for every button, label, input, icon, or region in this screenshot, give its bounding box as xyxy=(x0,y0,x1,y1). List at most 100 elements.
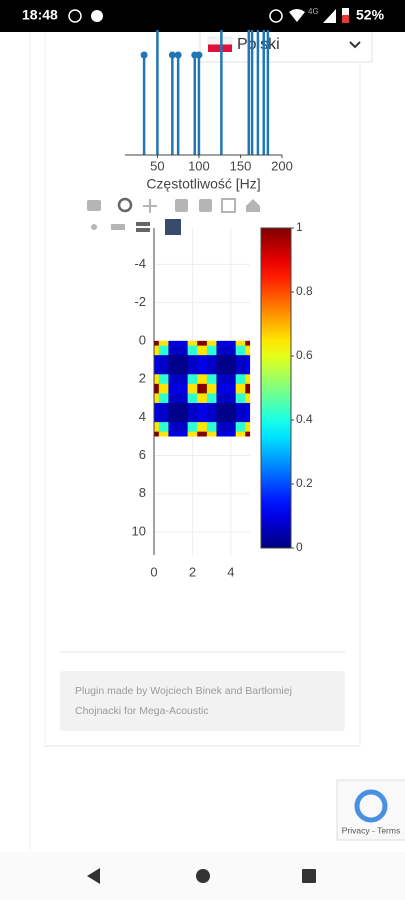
zoom-in-icon[interactable] xyxy=(175,199,188,212)
heat-cell xyxy=(245,412,251,423)
heat-cell xyxy=(245,383,251,394)
heat-cell xyxy=(154,340,160,347)
stem-marker xyxy=(174,51,182,59)
nav-home[interactable] xyxy=(196,869,210,883)
heat-cell xyxy=(235,402,246,414)
y-tick-label: 0 xyxy=(139,332,146,347)
heat-cell xyxy=(168,393,179,404)
heat-cell xyxy=(158,393,169,404)
heat-cell xyxy=(154,355,160,366)
heat-cell xyxy=(154,431,160,437)
heat-cell xyxy=(235,340,246,347)
heat-cell xyxy=(235,393,246,404)
heat-cell xyxy=(216,374,227,385)
heat-cell xyxy=(158,355,169,366)
nav-recents[interactable] xyxy=(302,869,316,883)
heat-cell xyxy=(226,374,237,385)
heat-cell xyxy=(245,345,251,356)
heat-cell xyxy=(216,412,227,423)
heat-cell xyxy=(235,383,246,394)
heat-cell xyxy=(178,422,189,433)
heat-cell xyxy=(235,422,246,433)
heat-cell xyxy=(206,412,217,423)
whatsapp-icon xyxy=(68,9,82,23)
heat-cell xyxy=(197,364,208,375)
heat-cell xyxy=(197,412,208,423)
pan-icon[interactable] xyxy=(143,199,157,213)
heat-cell xyxy=(168,422,179,433)
footer-text: Plugin made by Wojciech Binek and Bartło… xyxy=(75,685,292,717)
heat-cell xyxy=(187,393,198,404)
heat-cell xyxy=(197,422,208,433)
x-tick-label: 150 xyxy=(230,158,252,173)
colorbar-tick-label: 0.6 xyxy=(296,348,313,362)
zoom-icon[interactable] xyxy=(117,197,133,213)
heat-cell xyxy=(168,345,179,356)
battery-text: 52% xyxy=(356,7,385,23)
heat-cell xyxy=(206,340,217,347)
x-tick-label: 200 xyxy=(271,158,293,173)
heat-cell xyxy=(187,345,198,356)
heat-cell xyxy=(216,431,227,437)
heat-cell xyxy=(206,431,217,437)
heat-cell xyxy=(168,355,179,366)
colorbar-tick-label: 0 xyxy=(296,540,303,554)
heat-cell xyxy=(158,412,169,423)
y-tick-label: 4 xyxy=(139,409,146,424)
heat-cell xyxy=(178,402,189,414)
heat-cell xyxy=(206,422,217,433)
heat-cell xyxy=(245,340,251,347)
chevron[interactable] xyxy=(349,41,361,49)
camera-icon[interactable] xyxy=(87,200,101,211)
compare-icon[interactable] xyxy=(136,222,150,232)
zoom-out-icon[interactable] xyxy=(199,199,212,212)
heat-cell xyxy=(178,355,189,366)
heat-cell xyxy=(245,431,251,437)
heat-cell xyxy=(178,340,189,347)
y-tick-label: 10 xyxy=(132,523,146,538)
y-tick-label: -2 xyxy=(134,294,146,309)
colorbar-tick-label: 1 xyxy=(296,220,303,234)
reset-icon[interactable] xyxy=(246,199,260,212)
heat-cell xyxy=(226,383,237,394)
heat-cell xyxy=(216,340,227,347)
heat-cell xyxy=(154,383,160,394)
hover-icon[interactable] xyxy=(111,224,125,230)
heat-cell xyxy=(154,412,160,423)
heat-cell xyxy=(187,340,198,347)
heat-cell xyxy=(154,364,160,375)
x-tick-label: 50 xyxy=(150,158,164,173)
modebar xyxy=(87,197,260,235)
flag-red xyxy=(208,44,232,52)
colorbar xyxy=(260,227,292,549)
heat-cell xyxy=(154,402,160,414)
heat-cell xyxy=(235,355,246,366)
heat-cell xyxy=(197,393,208,404)
heat-cell xyxy=(197,402,208,414)
heat-cell xyxy=(197,374,208,385)
autoscale-icon[interactable] xyxy=(221,198,236,213)
heat-cell xyxy=(154,393,160,404)
heat-cell xyxy=(158,422,169,433)
heat-cell xyxy=(245,402,251,414)
spike-icon[interactable] xyxy=(91,224,97,230)
nav-back[interactable] xyxy=(87,868,100,884)
heat-cell xyxy=(245,364,251,375)
plotly-logo[interactable] xyxy=(165,219,181,235)
alarm-icon xyxy=(269,9,283,23)
heat-cell xyxy=(197,355,208,366)
heat-cell xyxy=(226,355,237,366)
heat-cell xyxy=(158,345,169,356)
heatmap xyxy=(154,340,251,437)
heat-cell xyxy=(168,383,179,394)
heat-cell xyxy=(206,383,217,394)
heat-cell xyxy=(154,422,160,433)
x-tick-label: 100 xyxy=(188,158,210,173)
heat-cell xyxy=(226,340,237,347)
heat-cell xyxy=(178,374,189,385)
x-tick-label: 4 xyxy=(227,564,234,579)
heat-cell xyxy=(178,431,189,437)
recaptcha-logo xyxy=(354,789,388,823)
recaptcha-links[interactable]: Privacy - Terms xyxy=(342,825,400,835)
